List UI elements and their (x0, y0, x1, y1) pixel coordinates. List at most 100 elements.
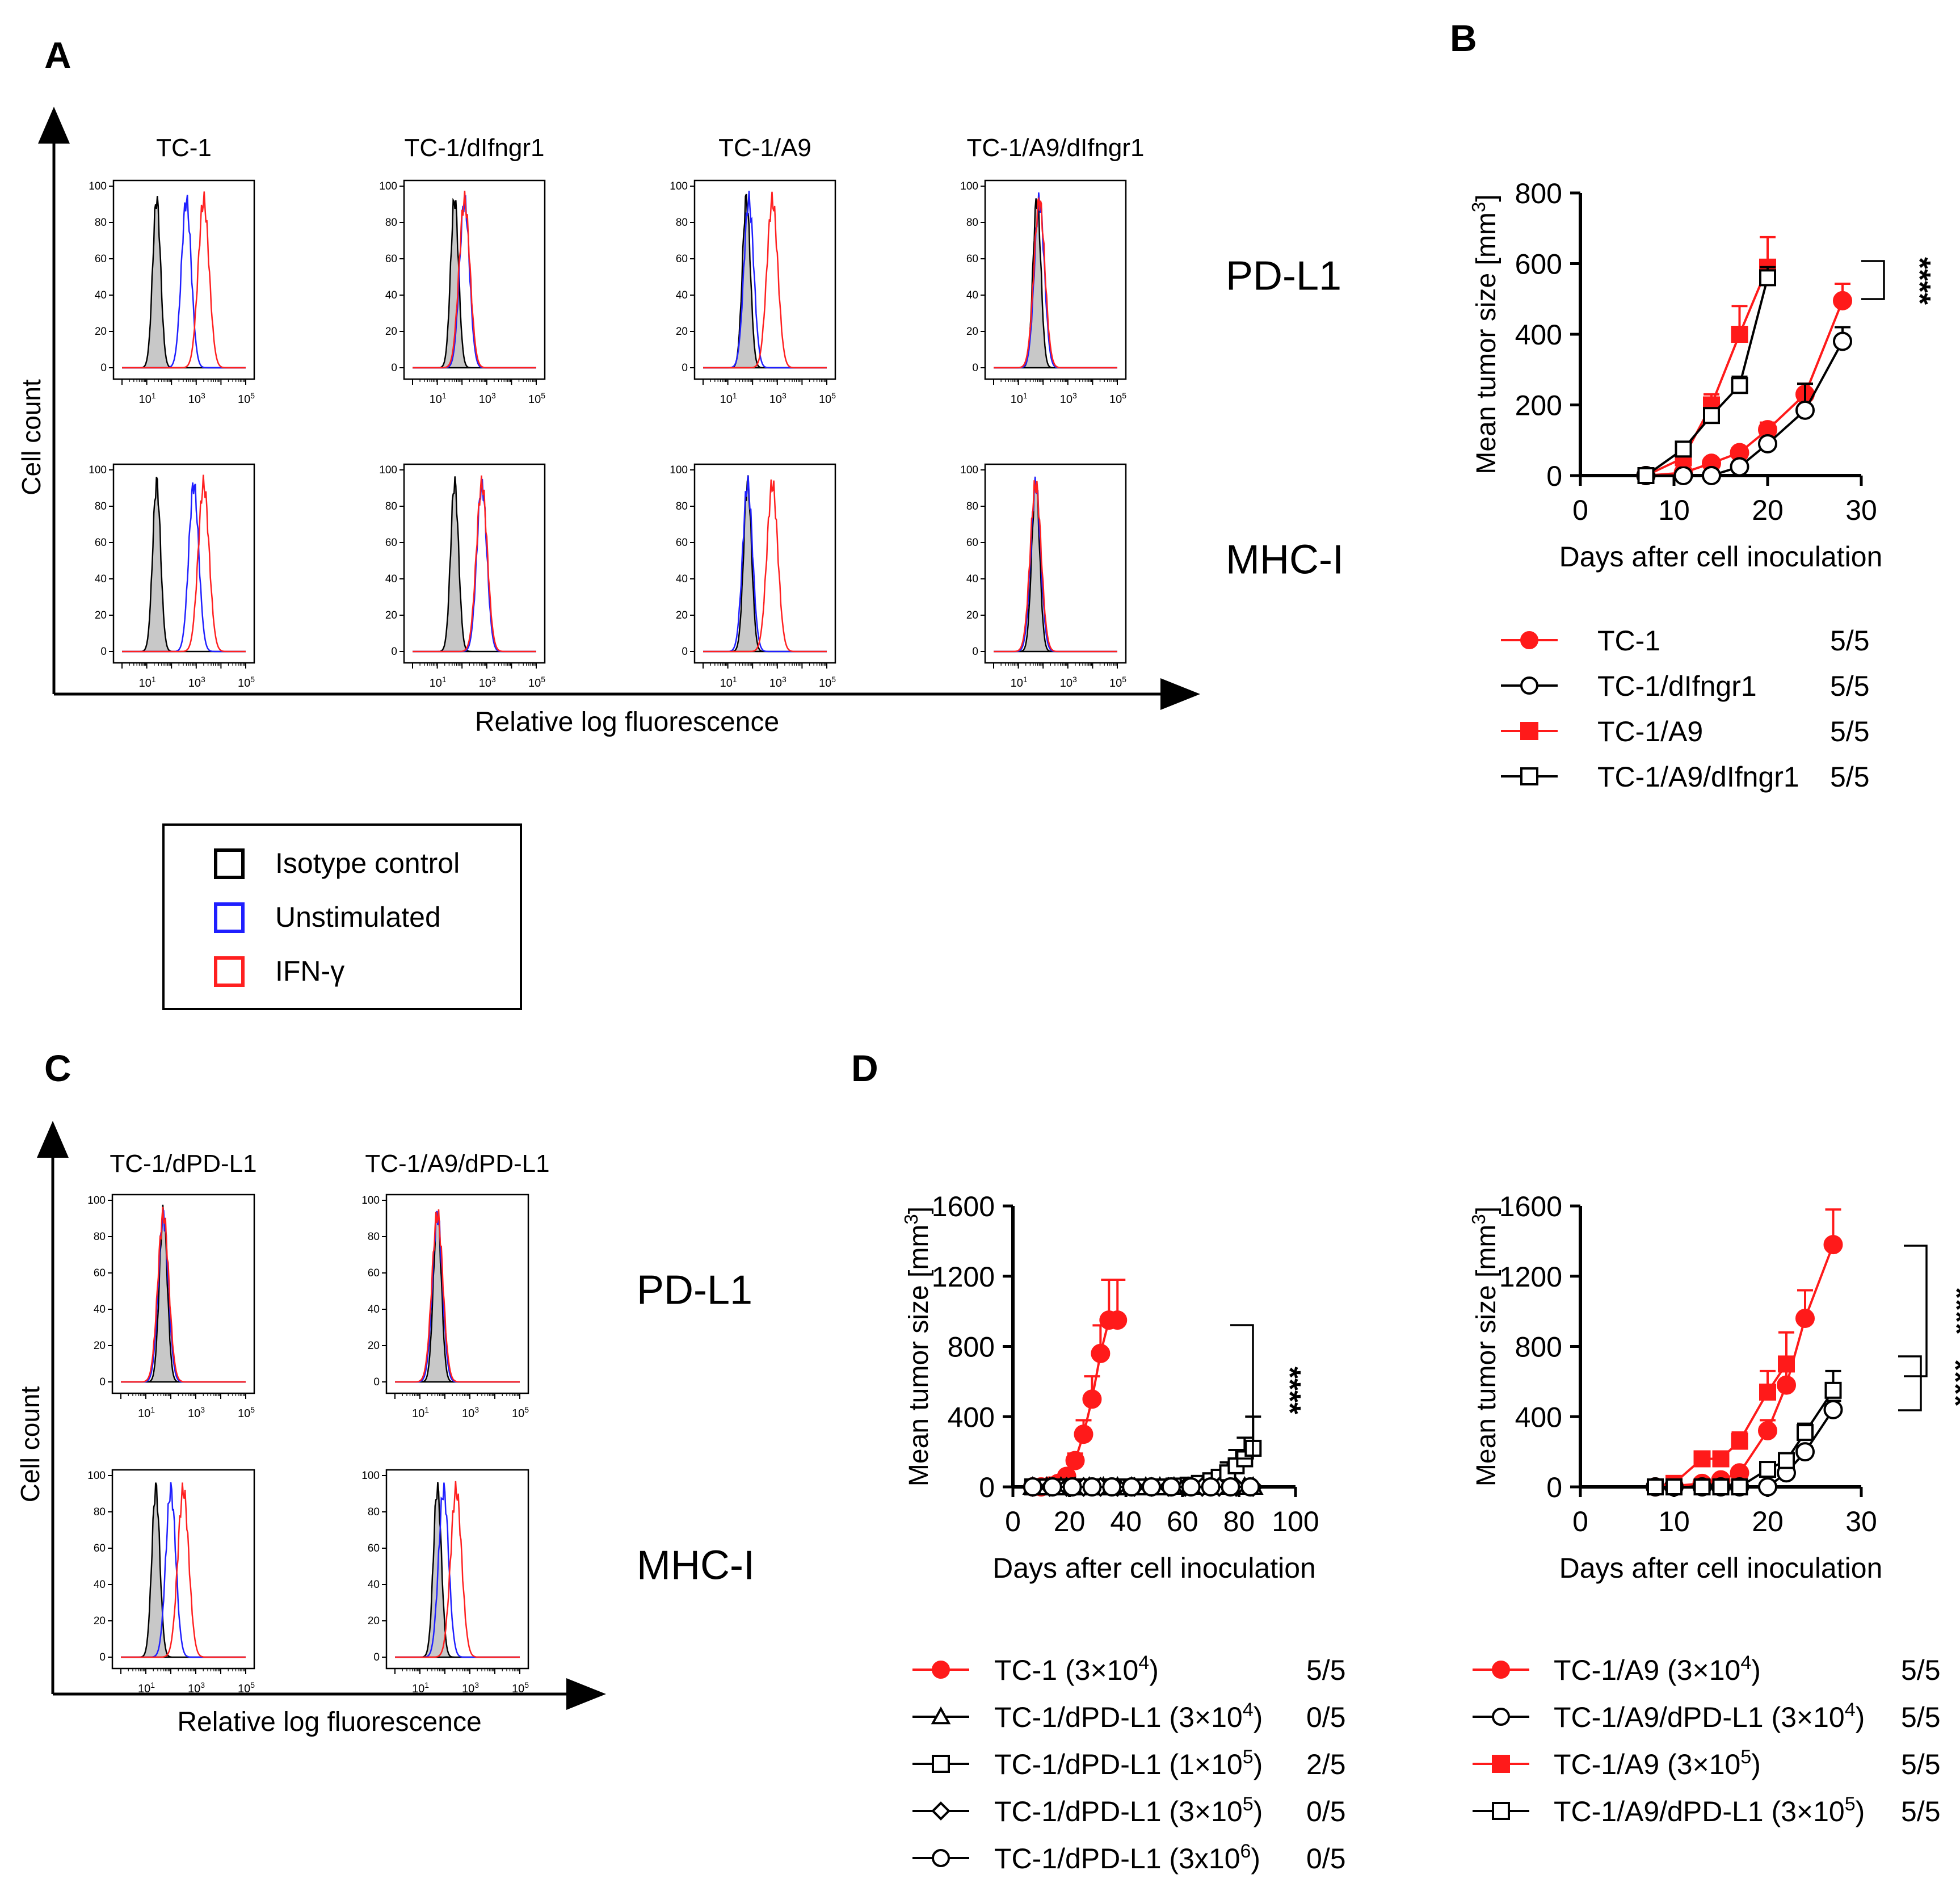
y-tick-label: 600 (1515, 249, 1562, 280)
x-axis-title: Days after cell inoculation (1559, 1552, 1883, 1584)
x-tick-label-sup: 5 (250, 1405, 255, 1414)
data-point (1102, 1477, 1122, 1497)
x-tick-label: 103 (462, 1680, 479, 1695)
data-point (1731, 377, 1748, 394)
legend-ratio: 5/5 (1306, 1654, 1346, 1686)
row-label: PD-L1 (1226, 254, 1341, 299)
panel-c-flow-histograms: TC-1/dPD-L1 TC-1/A9/dPD-L1PD-L11008060402… (15, 1121, 755, 1737)
y-tick-label: 80 (676, 217, 688, 229)
x-tick-label-base: 10 (238, 1683, 250, 1695)
x-tick-label-sup: 5 (1122, 675, 1126, 684)
y-tick-label: 60 (94, 1267, 106, 1279)
y-tick-label: 100 (670, 464, 688, 476)
y-tick-label: 40 (368, 1304, 380, 1316)
x-tick-label-sup: 1 (733, 675, 737, 684)
x-tick-label: 0 (1005, 1506, 1021, 1537)
data-point (1758, 1477, 1777, 1497)
unstimulated-histogram (121, 1482, 246, 1658)
data-point (931, 1801, 950, 1821)
y-tick-label: 40 (966, 289, 978, 301)
y-tick-label: 60 (385, 537, 397, 549)
significance-label-b: **** (1903, 257, 1937, 305)
histogram-frame (693, 463, 836, 664)
x-tick-label-sup: 1 (424, 1405, 429, 1414)
legend-label-2: IFN-γ (275, 955, 344, 987)
y-tick-label: 80 (368, 1506, 380, 1518)
y-tick-label: 100 (960, 180, 978, 192)
legend-label-base: TC-1/A9/dPD-L1 (3×10 (1554, 1701, 1845, 1733)
ifn-gamma-histogram (122, 191, 246, 369)
x-tick-label-base: 10 (528, 677, 541, 690)
x-tick-label-base: 10 (462, 1683, 474, 1695)
y-tick-label: 100 (87, 1195, 106, 1207)
x-tick-label-base: 10 (1011, 393, 1023, 406)
legend-ratio: 0/5 (1306, 1796, 1346, 1827)
ifn-gamma-histogram (703, 191, 827, 369)
y-tick-label: 0 (979, 1472, 995, 1503)
y-tick-label: 20 (966, 326, 978, 338)
y-tick-label: 1600 (1499, 1191, 1562, 1222)
x-tick-label-base: 10 (188, 677, 201, 690)
x-tick-label: 100 (1272, 1506, 1319, 1537)
y-axis-arrowhead (37, 1121, 69, 1158)
y-tick-label: 20 (94, 1340, 106, 1352)
y-tick-label: 20 (966, 610, 978, 621)
y-tick-label: 0 (100, 646, 107, 658)
y-tick-label: 200 (1515, 390, 1562, 422)
legend-label-sup: 4 (1243, 1699, 1254, 1721)
x-tick-label: 101 (1011, 391, 1028, 406)
x-tick-label-base: 10 (720, 677, 733, 690)
legend-label-base: TC-1/dPD-L1 (3×10 (994, 1701, 1243, 1733)
legend-label-tail: ) (1856, 1701, 1865, 1733)
isotype-histogram (703, 475, 827, 653)
y-tick-label: 0 (972, 646, 978, 658)
y-tick-label: 60 (966, 537, 978, 549)
x-axis-title: Days after cell inoculation (992, 1552, 1316, 1584)
y-tick-label: 0 (100, 362, 107, 374)
x-tick-label-base: 10 (819, 677, 831, 690)
data-point (1777, 1375, 1796, 1395)
x-tick-label: 0 (1572, 1506, 1588, 1537)
histogram-frame (112, 463, 255, 664)
y-tick-label: 60 (676, 253, 688, 265)
x-tick-label: 40 (1110, 1506, 1142, 1537)
x-tick-label-base: 10 (819, 393, 831, 406)
x-tick-label-sup: 1 (152, 675, 156, 684)
x-axis-title: Relative log fluorescence (177, 1707, 481, 1737)
y-tick-label: 40 (385, 289, 397, 301)
x-tick-label: 0 (1572, 494, 1588, 526)
y-tick-label: 0 (373, 1651, 380, 1663)
legend-label-1: Unstimulated (275, 901, 441, 933)
legend-label-tail: ) (1254, 1796, 1263, 1827)
y-tick-label: 100 (379, 180, 397, 192)
legend-label: TC-1 (1597, 625, 1660, 657)
series-3 (1637, 266, 1776, 484)
column-title: TC-1 (156, 134, 212, 162)
legend-ratio: 0/5 (1306, 1701, 1346, 1733)
y-tick-label: 100 (379, 464, 397, 476)
x-tick-label-base: 10 (188, 1683, 200, 1695)
ifn-gamma-histogram (994, 480, 1117, 653)
x-tick-label-sup: 3 (200, 1680, 205, 1690)
x-tick-label-sup: 1 (733, 391, 737, 400)
x-tick-label-sup: 5 (250, 391, 255, 400)
y-tick-label: 20 (368, 1615, 380, 1627)
data-point (1492, 1661, 1510, 1679)
ifn-gamma-histogram (395, 1481, 520, 1658)
x-tick-label-sup: 5 (524, 1680, 529, 1690)
unstimulated-histogram (703, 475, 827, 653)
data-point (1492, 1755, 1510, 1773)
x-tick-label: 101 (138, 1405, 155, 1420)
y-tick-label: 100 (87, 1470, 106, 1482)
y-axis-title-base: Mean tumor size [mm (1471, 1225, 1501, 1486)
y-tick-label: 40 (94, 1579, 106, 1591)
y-tick-label: 100 (89, 180, 107, 192)
y-axis-title: Cell count (15, 1386, 45, 1503)
x-tick-label: 105 (1109, 391, 1126, 406)
x-tick-label: 103 (769, 391, 786, 406)
